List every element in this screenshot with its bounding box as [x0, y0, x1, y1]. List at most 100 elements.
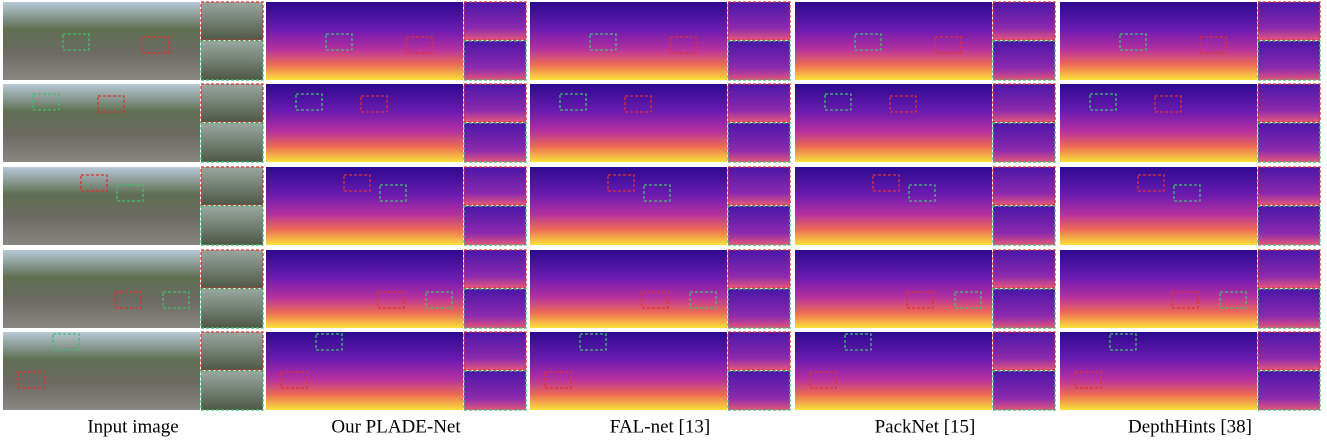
zoom-inset	[727, 1, 791, 41]
zoom-inset	[200, 83, 264, 123]
zoom-box	[325, 33, 353, 51]
zoom-box	[80, 174, 108, 192]
zoom-inset	[200, 249, 264, 289]
zoom-inset	[463, 40, 527, 81]
zoom-inset	[992, 40, 1056, 81]
zoom-box	[954, 291, 982, 309]
depth-map	[530, 84, 727, 162]
zoom-box	[854, 33, 882, 51]
zoom-inset	[463, 1, 527, 41]
zoom-box	[872, 174, 900, 192]
zoom-inset	[1257, 40, 1321, 81]
zoom-box	[97, 95, 125, 113]
zoom-inset	[200, 1, 264, 41]
zoom-box	[589, 33, 617, 51]
zoom-inset	[200, 166, 264, 206]
zoom-inset	[1257, 331, 1321, 371]
zoom-box	[1219, 291, 1247, 309]
depth-map	[795, 84, 992, 162]
zoom-box	[906, 291, 934, 309]
zoom-box	[162, 291, 190, 309]
zoom-inset	[200, 40, 264, 81]
zoom-box	[1089, 93, 1117, 111]
depth-map	[1060, 167, 1257, 245]
zoom-inset	[463, 249, 527, 289]
column-caption: PackNet [15]	[875, 416, 976, 437]
depth-map	[266, 250, 463, 328]
zoom-inset	[463, 288, 527, 329]
zoom-box	[844, 333, 872, 351]
zoom-box	[377, 291, 405, 309]
zoom-inset	[727, 288, 791, 329]
depth-map	[795, 2, 992, 80]
input-photo	[3, 167, 200, 245]
zoom-box	[689, 291, 717, 309]
depth-map	[266, 167, 463, 245]
zoom-box	[1173, 184, 1201, 202]
input-photo	[3, 84, 200, 162]
zoom-box	[17, 371, 45, 389]
zoom-inset	[1257, 83, 1321, 123]
zoom-box	[1137, 174, 1165, 192]
zoom-box	[379, 184, 407, 202]
zoom-box	[544, 371, 572, 389]
zoom-box	[669, 36, 697, 54]
zoom-box	[809, 371, 837, 389]
zoom-box	[52, 333, 80, 351]
zoom-box	[32, 93, 60, 111]
depth-map	[795, 167, 992, 245]
zoom-box	[425, 291, 453, 309]
zoom-inset	[463, 83, 527, 123]
depth-map	[266, 2, 463, 80]
zoom-inset	[992, 166, 1056, 206]
depth-map	[530, 2, 727, 80]
zoom-box	[559, 93, 587, 111]
zoom-box	[1119, 33, 1147, 51]
zoom-inset	[200, 370, 264, 411]
zoom-box	[343, 174, 371, 192]
zoom-box	[62, 33, 90, 51]
zoom-box	[116, 184, 144, 202]
zoom-box	[1171, 291, 1199, 309]
zoom-inset	[463, 122, 527, 163]
zoom-inset	[992, 249, 1056, 289]
zoom-inset	[727, 40, 791, 81]
zoom-box	[360, 95, 388, 113]
zoom-inset	[200, 205, 264, 246]
zoom-box	[643, 184, 671, 202]
zoom-box	[824, 93, 852, 111]
zoom-inset	[992, 370, 1056, 411]
depth-map	[1060, 2, 1257, 80]
zoom-box	[142, 36, 170, 54]
zoom-inset	[463, 166, 527, 206]
depth-map	[795, 332, 992, 410]
depth-map	[530, 332, 727, 410]
depth-map	[266, 332, 463, 410]
depth-map	[795, 250, 992, 328]
zoom-box	[641, 291, 669, 309]
column-caption: FAL-net [13]	[610, 416, 710, 437]
zoom-inset	[1257, 122, 1321, 163]
column-caption: Our PLADE-Net	[331, 416, 461, 437]
zoom-box	[934, 36, 962, 54]
zoom-inset	[727, 83, 791, 123]
input-photo	[3, 2, 200, 80]
depth-map	[530, 250, 727, 328]
zoom-box	[889, 95, 917, 113]
zoom-box	[405, 36, 433, 54]
zoom-inset	[1257, 288, 1321, 329]
zoom-box	[624, 95, 652, 113]
zoom-box	[295, 93, 323, 111]
zoom-inset	[992, 331, 1056, 371]
input-photo	[3, 332, 200, 410]
depth-map	[1060, 84, 1257, 162]
zoom-inset	[727, 249, 791, 289]
zoom-inset	[1257, 370, 1321, 411]
zoom-inset	[727, 370, 791, 411]
zoom-box	[280, 371, 308, 389]
depth-map	[1060, 332, 1257, 410]
zoom-inset	[1257, 249, 1321, 289]
zoom-box	[579, 333, 607, 351]
zoom-box	[114, 291, 142, 309]
